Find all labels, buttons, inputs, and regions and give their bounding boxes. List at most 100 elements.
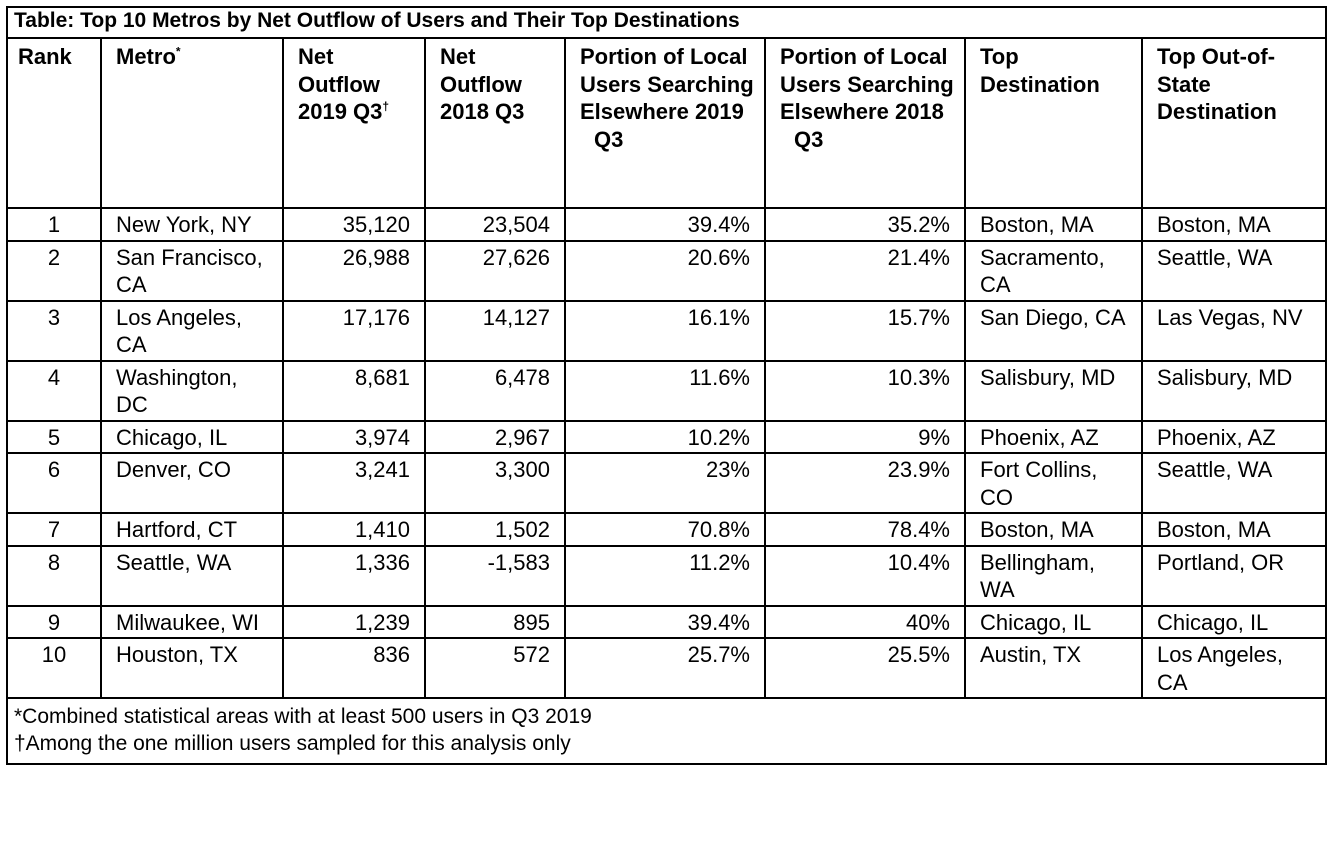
cell-net-2018: 572: [424, 637, 566, 699]
table-row: 1 New York, NY 35,120 23,504 39.4% 35.2% Bosto…: [6, 207, 1328, 242]
cell-top-destination: Boston, MA: [964, 207, 1143, 242]
cell-portion-2018: 10.3%: [764, 359, 966, 422]
cell-net-2019: 1,410: [282, 512, 426, 547]
cell-net-2019: 17,176: [282, 299, 426, 362]
cell-portion-2019: 39.4%: [564, 604, 766, 639]
header-portion-2018-label: Portion of Local Users Searching Elsewhe…: [780, 44, 954, 124]
cell-net-2018: 2,967: [424, 419, 566, 454]
cell-net-2019: 26,988: [282, 239, 426, 302]
cell-metro: Los Angeles, CA: [100, 299, 284, 362]
footnote-2: †Among the one million users sampled for…: [14, 732, 571, 755]
cell-portion-2019: 11.2%: [564, 544, 766, 607]
table-row: 6 Denver, CO 3,241 3,300 23% 23.9% Fort Collin…: [6, 452, 1328, 514]
cell-net-2019: 1,336: [282, 544, 426, 607]
cell-metro: San Francisco, CA: [100, 239, 284, 302]
cell-rank: 4: [6, 359, 102, 422]
cell-rank: 5: [6, 419, 102, 454]
cell-rank: 1: [6, 207, 102, 242]
cell-net-2018: 6,478: [424, 359, 566, 422]
cell-top-destination: Salisbury, MD: [964, 359, 1143, 422]
cell-metro: Seattle, WA: [100, 544, 284, 607]
header-net-2019: Net Outflow 2019 Q3†: [282, 37, 426, 209]
cell-net-2018: 23,504: [424, 207, 566, 242]
cell-net-2018: -1,583: [424, 544, 566, 607]
cell-top-oos-destination: Portland, OR: [1140, 544, 1328, 607]
table-row: 2 San Francisco, CA 26,988 27,626 20.6% 21.4%…: [6, 239, 1328, 302]
cell-top-oos-destination: Boston, MA: [1140, 512, 1328, 547]
header-top-oos-destination: Top Out-of-State Destination: [1140, 37, 1328, 209]
cell-top-oos-destination: Las Vegas, NV: [1140, 299, 1328, 362]
header-metro: Metro*: [100, 37, 284, 209]
header-metro-label: Metro: [116, 44, 176, 69]
header-portion-2018: Portion of Local Users Searching Elsewhe…: [764, 37, 966, 209]
cell-net-2018: 14,127: [424, 299, 566, 362]
header-portion-2018-q: Q3: [794, 126, 824, 152]
cell-top-destination: Phoenix, AZ: [964, 419, 1143, 454]
cell-portion-2019: 23%: [564, 452, 766, 514]
cell-net-2019: 1,239: [282, 604, 426, 639]
cell-top-destination: Boston, MA: [964, 512, 1143, 547]
title-row: Table: Top 10 Metros by Net Outflow of U…: [5, 6, 1328, 39]
cell-metro: New York, NY: [100, 207, 284, 242]
cell-portion-2018: 40%: [764, 604, 966, 639]
cell-rank: 2: [6, 239, 102, 302]
cell-top-destination: Chicago, IL: [964, 604, 1143, 639]
cell-top-oos-destination: Chicago, IL: [1140, 604, 1328, 639]
cell-portion-2019: 70.8%: [564, 512, 766, 547]
table-row: 8 Seattle, WA 1,336 -1,583 11.2% 10.4% Belling…: [6, 544, 1328, 607]
cell-rank: 3: [6, 299, 102, 362]
table-row: 3 Los Angeles, CA 17,176 14,127 16.1% 15.7% Sa…: [6, 299, 1328, 362]
cell-top-destination: Fort Collins, CO: [964, 452, 1143, 514]
cell-net-2018: 1,502: [424, 512, 566, 547]
cell-metro: Houston, TX: [100, 637, 284, 699]
metros-table: Table: Top 10 Metros by Net Outflow of U…: [5, 6, 1328, 765]
cell-rank: 8: [6, 544, 102, 607]
cell-portion-2018: 35.2%: [764, 207, 966, 242]
header-top-destination: Top Destination: [964, 37, 1143, 209]
cell-portion-2018: 23.9%: [764, 452, 966, 514]
table-row: 7 Hartford, CT 1,410 1,502 70.8% 78.4% Boston,…: [6, 512, 1328, 547]
header-portion-2019-q: Q3: [594, 126, 624, 152]
header-portion-2019-label: Portion of Local Users Searching Elsewhe…: [580, 44, 754, 124]
cell-net-2018: 895: [424, 604, 566, 639]
cell-portion-2018: 9%: [764, 419, 966, 454]
table-row: 10 Houston, TX 836 572 25.7% 25.5% Austin, TX L…: [6, 637, 1328, 699]
cell-net-2018: 3,300: [424, 452, 566, 514]
cell-rank: 9: [6, 604, 102, 639]
document-page: Table: Top 10 Metros by Net Outflow of U…: [5, 6, 1328, 765]
cell-portion-2018: 15.7%: [764, 299, 966, 362]
header-rank: Rank: [6, 37, 102, 209]
cell-net-2018: 27,626: [424, 239, 566, 302]
footer-row: *Combined statistical areas with at leas…: [5, 697, 1328, 765]
footnote-1: *Combined statistical areas with at leas…: [14, 705, 592, 728]
table-row: 5 Chicago, IL 3,974 2,967 10.2% 9% Phoenix, AZ…: [6, 419, 1328, 454]
cell-top-destination: Sacramento, CA: [964, 239, 1143, 302]
cell-rank: 10: [6, 637, 102, 699]
cell-portion-2018: 10.4%: [764, 544, 966, 607]
cell-metro: Denver, CO: [100, 452, 284, 514]
table-title: Table: Top 10 Metros by Net Outflow of U…: [5, 6, 1328, 39]
cell-rank: 6: [6, 452, 102, 514]
cell-portion-2019: 10.2%: [564, 419, 766, 454]
table-footnotes: *Combined statistical areas with at leas…: [5, 697, 1328, 765]
cell-net-2019: 3,974: [282, 419, 426, 454]
table-row: 9 Milwaukee, WI 1,239 895 39.4% 40% Chicago, I…: [6, 604, 1328, 639]
header-net-2019-label: Net Outflow 2019 Q3: [298, 44, 383, 124]
header-net-2018: Net Outflow 2018 Q3: [424, 37, 566, 209]
cell-portion-2019: 25.7%: [564, 637, 766, 699]
cell-metro: Washington, DC: [100, 359, 284, 422]
cell-top-destination: San Diego, CA: [964, 299, 1143, 362]
table-body: 1 New York, NY 35,120 23,504 39.4% 35.2% Bosto…: [6, 207, 1328, 699]
header-net-2019-mark: †: [382, 99, 390, 114]
cell-top-destination: Bellingham, WA: [964, 544, 1143, 607]
cell-metro: Hartford, CT: [100, 512, 284, 547]
cell-top-oos-destination: Boston, MA: [1140, 207, 1328, 242]
header-row: Rank Metro* Net Outflow 2019 Q3† Net Out…: [6, 37, 1328, 209]
header-metro-mark: *: [175, 44, 181, 59]
table-row: 4 Washington, DC 8,681 6,478 11.6% 10.3% Salis…: [6, 359, 1328, 422]
cell-portion-2019: 11.6%: [564, 359, 766, 422]
cell-portion-2019: 39.4%: [564, 207, 766, 242]
cell-portion-2018: 78.4%: [764, 512, 966, 547]
cell-net-2019: 8,681: [282, 359, 426, 422]
cell-portion-2019: 16.1%: [564, 299, 766, 362]
